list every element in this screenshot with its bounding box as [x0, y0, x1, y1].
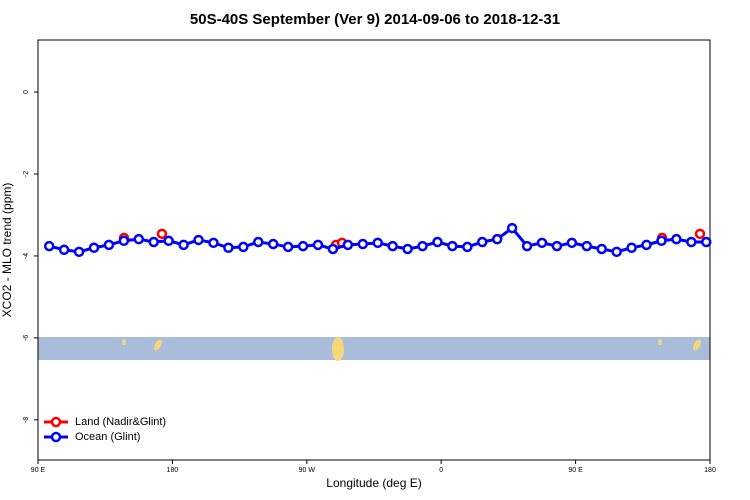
data-point [581, 240, 593, 252]
legend-marker [50, 416, 62, 428]
x-tick-label: 0 [439, 467, 443, 474]
x-tick-label: 180 [167, 467, 179, 474]
data-point [282, 241, 294, 253]
data-point [417, 240, 428, 252]
data-point [58, 244, 70, 256]
x-tick-label: 90 E [31, 467, 46, 474]
data-point [163, 235, 174, 247]
data-point [88, 242, 100, 253]
data-point [641, 239, 652, 251]
plot-frame [37, 39, 711, 461]
legend: Land (Nadir&Glint) Ocean (Glint) [44, 416, 166, 443]
y-tick-label: -8 [23, 417, 30, 423]
data-point [596, 243, 607, 255]
data-point [566, 237, 578, 249]
y-tick-label: 0 [23, 90, 30, 94]
data-point [387, 240, 398, 252]
data-point [462, 241, 473, 253]
data-point [402, 243, 413, 255]
y-tick-label: -4 [23, 253, 30, 259]
data-point [73, 246, 85, 258]
data-point [342, 239, 354, 251]
data-point [297, 240, 309, 252]
data-point [694, 228, 706, 240]
data-point [372, 237, 383, 249]
legend-label: Ocean (Glint) [75, 431, 140, 443]
data-point [656, 235, 667, 247]
data-point [521, 240, 533, 252]
data-point [357, 238, 369, 250]
data-point [118, 235, 130, 247]
data-point [671, 233, 682, 245]
data-point [103, 239, 115, 251]
x-axis-label: Longitude (deg E) [326, 476, 421, 490]
data-point [267, 238, 279, 250]
y-tick-label: -6 [23, 335, 30, 341]
data-point [178, 239, 189, 251]
legend-marker [50, 431, 62, 443]
data-point [626, 242, 637, 253]
data-point [432, 236, 443, 248]
data-point [491, 233, 503, 245]
data-point [686, 236, 697, 248]
data-point [148, 236, 159, 248]
data-point [238, 241, 249, 253]
data-point [506, 222, 518, 234]
x-tick-label: 180 [704, 467, 716, 474]
x-tick-label: 90 E [568, 467, 583, 474]
data-point [447, 240, 458, 252]
data-point [223, 242, 234, 253]
land-strip [38, 337, 710, 361]
data-point [536, 237, 548, 249]
data-point [133, 233, 145, 245]
y-axis-label: XCO2 - MLO trend (ppm) [0, 183, 14, 318]
data-point [43, 240, 55, 252]
data-point [156, 228, 168, 240]
x-tick-label: 90 W [299, 467, 316, 474]
data-point [701, 236, 712, 248]
data-point [477, 236, 488, 248]
data-point [253, 236, 264, 248]
data-point [611, 246, 622, 258]
data-point [193, 234, 204, 246]
chart-title: 50S-40S September (Ver 9) 2014-09-06 to … [190, 11, 560, 28]
data-point [327, 243, 339, 255]
data-point [312, 239, 324, 251]
y-tick-label: -2 [23, 171, 30, 177]
legend-label: Land (Nadir&Glint) [75, 416, 166, 428]
data-point [208, 237, 219, 249]
data-point [551, 240, 563, 252]
